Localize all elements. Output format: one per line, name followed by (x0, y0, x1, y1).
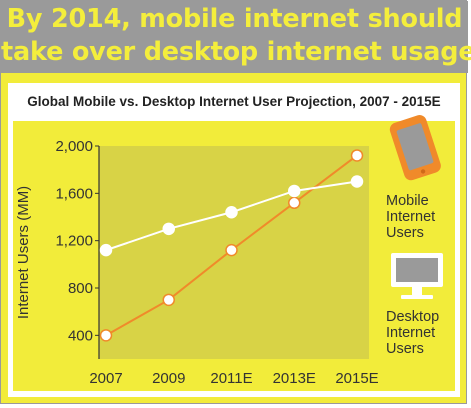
desktop-monitor-icon (391, 253, 443, 299)
desktop-data-point (99, 243, 113, 257)
smartphone-icon (389, 115, 441, 181)
x-tick-label: 2007 (89, 370, 122, 387)
mobile-data-point (350, 149, 364, 162)
mobile-data-point (99, 329, 113, 342)
desktop-data-point (350, 175, 364, 188)
legend-mobile-label: Mobile Internet Users (386, 193, 436, 241)
x-tick-label: 2009 (152, 370, 185, 387)
mobile-data-point (225, 243, 238, 257)
desktop-data-point (288, 184, 301, 198)
y-tick-label: 1,600 (55, 185, 93, 202)
y-tick-label: 1,200 (55, 233, 93, 250)
y-axis-label: Internet Users (MM) (15, 186, 32, 319)
axes (95, 145, 100, 359)
legend-desktop-label: Desktop Internet Users (386, 309, 440, 357)
headline-banner: By 2014, mobile internet should take ove… (1, 1, 471, 73)
desktop-data-point (225, 206, 238, 219)
line-chart: 400 800 1,200 1,600 2,000 2007 2009 2011E 2013E 2… (15, 115, 443, 387)
label-layer: 400 800 1,200 1,600 2,000 2007 2009 2011E 2013E 2… (15, 138, 379, 387)
mobile-data-point (162, 293, 175, 307)
mobile-data-point (288, 196, 301, 210)
y-tick-label: 400 (68, 327, 93, 344)
chart-panel: Global Mobile vs. Desktop Internet User … (8, 83, 460, 397)
y-tick-label: 800 (68, 280, 93, 297)
headline-line-1: By 2014, mobile internet should (6, 4, 463, 34)
x-tick-label: 2011E (210, 370, 252, 387)
x-tick-label: 2015E (335, 370, 378, 387)
x-tick-label: 2013E (273, 370, 316, 387)
desktop-data-point (162, 222, 175, 236)
series-layer (99, 149, 364, 342)
headline-line-2: take over desktop internet usage (1, 37, 471, 67)
y-tick-label: 2,000 (55, 138, 93, 155)
chart-title: Global Mobile vs. Desktop Internet User … (27, 94, 441, 109)
